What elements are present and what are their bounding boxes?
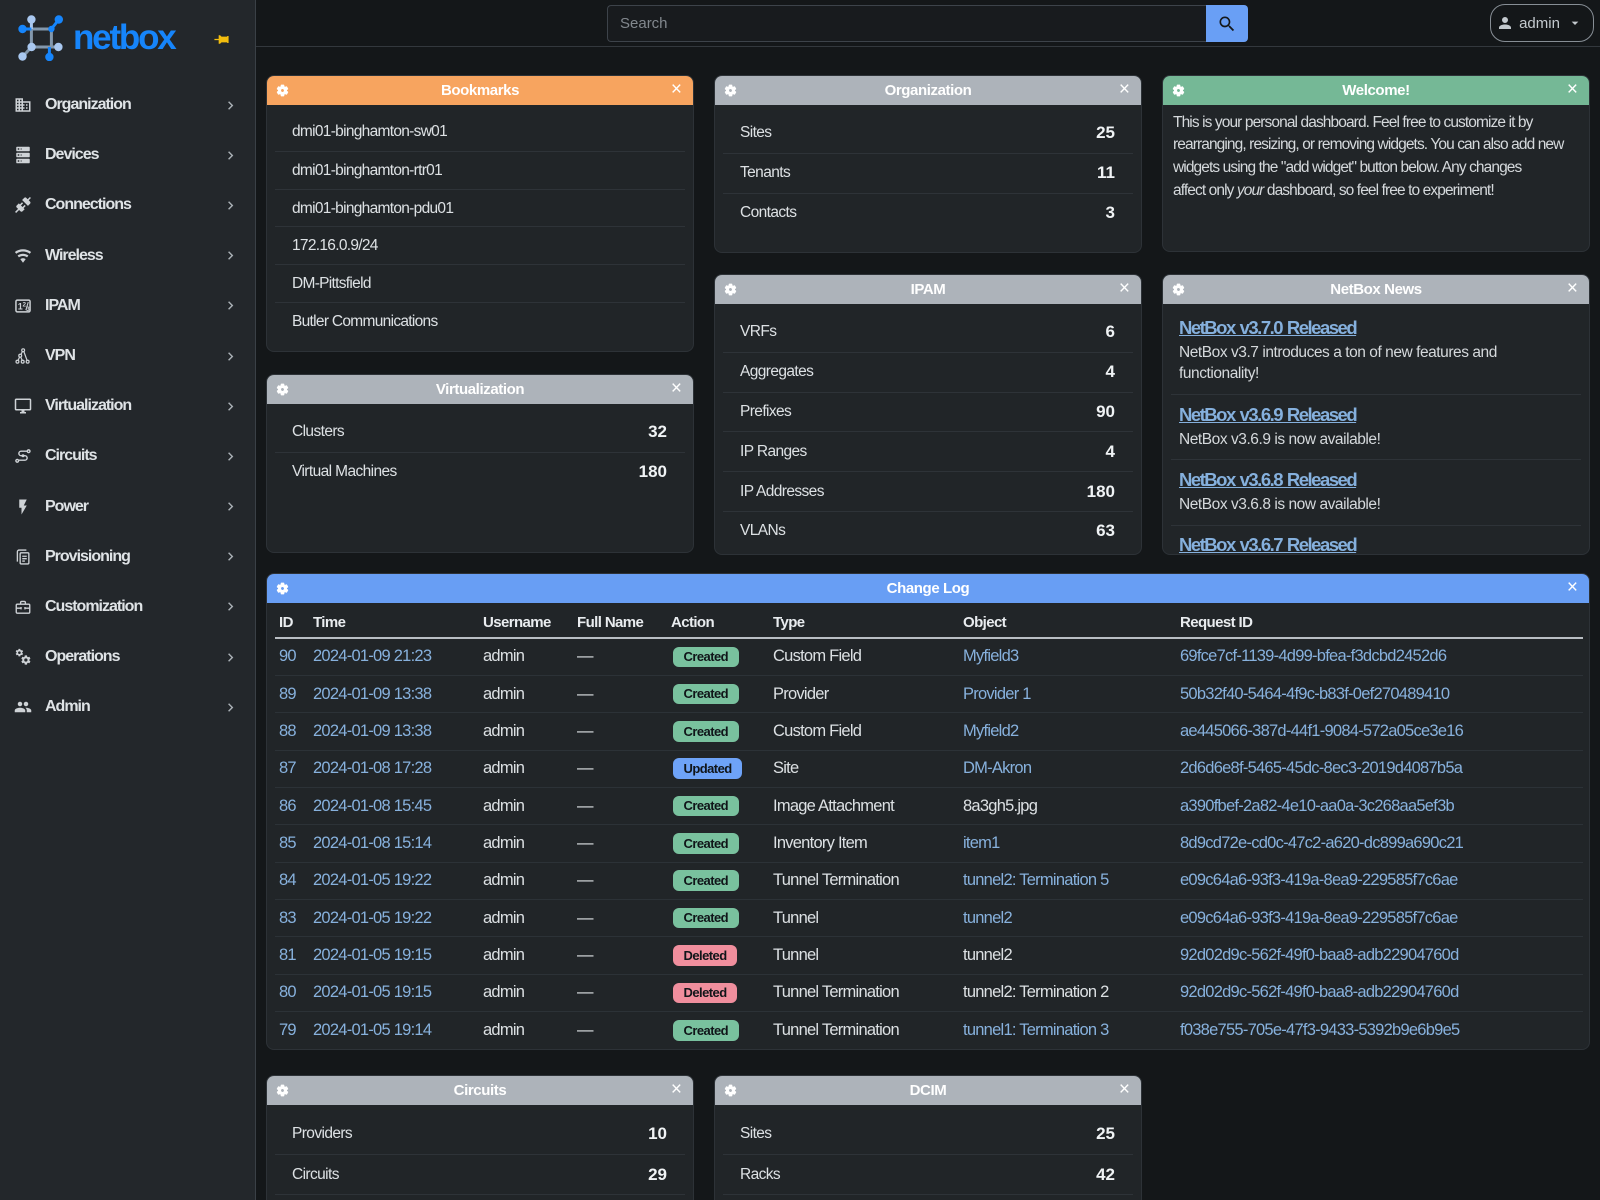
svg-text:1: 1 (18, 301, 23, 311)
svg-text:2: 2 (23, 301, 27, 308)
svg-text:3: 3 (26, 306, 30, 313)
